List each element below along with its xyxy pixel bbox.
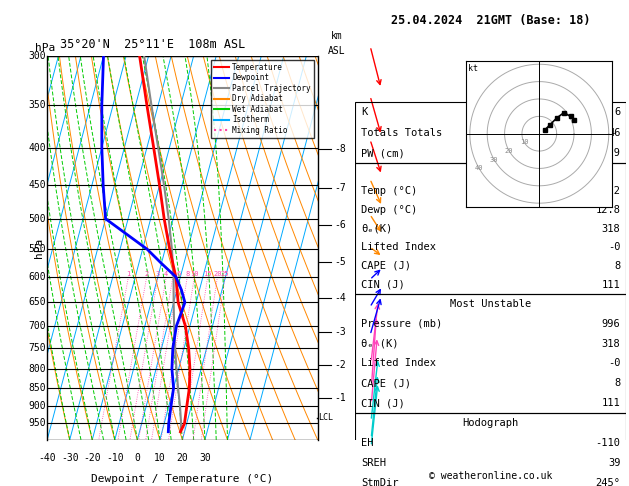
Text: -5: -5 (335, 257, 347, 267)
Text: 39: 39 (608, 458, 620, 468)
Text: LCL: LCL (318, 413, 333, 422)
Bar (355, 413, 626, 486)
Text: -6: -6 (335, 220, 347, 230)
Text: 18.2: 18.2 (596, 186, 620, 196)
Text: -0: -0 (608, 358, 620, 368)
Bar (355, 294, 626, 413)
Legend: Temperature, Dewpoint, Parcel Trajectory, Dry Adiabat, Wet Adiabat, Isotherm, Mi: Temperature, Dewpoint, Parcel Trajectory… (211, 60, 314, 138)
Text: Surface: Surface (469, 168, 513, 178)
Text: Most Unstable: Most Unstable (450, 299, 532, 309)
Text: hPa: hPa (35, 238, 44, 258)
Text: © weatheronline.co.uk: © weatheronline.co.uk (429, 471, 552, 481)
Text: 4: 4 (164, 271, 169, 277)
Text: 700: 700 (28, 321, 46, 331)
Text: km: km (331, 31, 342, 40)
Text: 3: 3 (156, 271, 160, 277)
Text: 1: 1 (126, 271, 131, 277)
Text: 35°20'N  25°11'E  108m ASL: 35°20'N 25°11'E 108m ASL (60, 38, 245, 51)
Text: CIN (J): CIN (J) (361, 398, 404, 408)
Text: Lifted Index: Lifted Index (361, 243, 436, 252)
Bar (355, 163, 626, 294)
Text: -1: -1 (335, 393, 347, 403)
Text: Totals Totals: Totals Totals (361, 128, 442, 138)
Text: hPa: hPa (35, 43, 55, 53)
Text: 25: 25 (221, 271, 230, 277)
Text: 6: 6 (176, 271, 181, 277)
Text: 5: 5 (170, 271, 175, 277)
Text: 850: 850 (28, 383, 46, 393)
Text: 20: 20 (213, 271, 221, 277)
Text: 30: 30 (490, 157, 498, 163)
Text: 25.04.2024  21GMT (Base: 18): 25.04.2024 21GMT (Base: 18) (391, 14, 591, 27)
Text: 350: 350 (28, 100, 46, 110)
Text: 20: 20 (505, 148, 513, 154)
Text: Hodograph: Hodograph (462, 418, 519, 428)
Text: Temp (°C): Temp (°C) (361, 186, 417, 196)
Text: EH: EH (361, 438, 373, 448)
Text: 1.39: 1.39 (596, 148, 620, 158)
Text: 40: 40 (475, 165, 484, 172)
Text: 300: 300 (28, 51, 46, 61)
Bar (355, 102, 626, 163)
Text: -40: -40 (38, 453, 56, 463)
Text: K: K (361, 107, 367, 117)
Text: -2: -2 (335, 361, 347, 370)
Text: Dewp (°C): Dewp (°C) (361, 205, 417, 215)
Text: CIN (J): CIN (J) (361, 279, 404, 290)
Text: 996: 996 (602, 319, 620, 329)
Text: 750: 750 (28, 343, 46, 353)
Text: 650: 650 (28, 297, 46, 308)
Text: 2: 2 (145, 271, 149, 277)
Text: -110: -110 (596, 438, 620, 448)
Text: Lifted Index: Lifted Index (361, 358, 436, 368)
Text: 6: 6 (614, 107, 620, 117)
Text: 550: 550 (28, 244, 46, 254)
Text: 15: 15 (203, 271, 212, 277)
Text: 111: 111 (602, 398, 620, 408)
Text: 12.8: 12.8 (596, 205, 620, 215)
Text: 10: 10 (520, 139, 528, 145)
Text: 600: 600 (28, 272, 46, 282)
Text: -10: -10 (106, 453, 124, 463)
Text: -20: -20 (84, 453, 101, 463)
Text: 800: 800 (28, 364, 46, 374)
Text: -7: -7 (335, 183, 347, 193)
Text: θₑ (K): θₑ (K) (361, 339, 398, 348)
Text: -4: -4 (335, 293, 347, 302)
Text: 500: 500 (28, 214, 46, 224)
Text: -8: -8 (335, 144, 347, 154)
Text: kt: kt (468, 64, 478, 73)
Text: PW (cm): PW (cm) (361, 148, 404, 158)
Text: CAPE (J): CAPE (J) (361, 261, 411, 271)
Text: 245°: 245° (596, 478, 620, 486)
Text: -3: -3 (335, 327, 347, 337)
Text: StmDir: StmDir (361, 478, 398, 486)
Text: ASL: ASL (328, 46, 345, 56)
Text: -30: -30 (61, 453, 79, 463)
Text: 318: 318 (602, 224, 620, 234)
Text: 450: 450 (28, 180, 46, 190)
Text: Dewpoint / Temperature (°C): Dewpoint / Temperature (°C) (91, 474, 274, 485)
Text: SREH: SREH (361, 458, 386, 468)
Text: 111: 111 (602, 279, 620, 290)
Text: Pressure (mb): Pressure (mb) (361, 319, 442, 329)
Text: 46: 46 (608, 128, 620, 138)
Text: 318: 318 (602, 339, 620, 348)
Text: -0: -0 (608, 243, 620, 252)
Text: 8: 8 (614, 261, 620, 271)
Text: 30: 30 (199, 453, 211, 463)
Text: 950: 950 (28, 418, 46, 429)
Text: 0: 0 (135, 453, 140, 463)
Text: CAPE (J): CAPE (J) (361, 378, 411, 388)
Text: 10: 10 (154, 453, 166, 463)
Text: 8: 8 (614, 378, 620, 388)
Text: 8: 8 (185, 271, 189, 277)
Text: 10: 10 (190, 271, 199, 277)
Text: 20: 20 (177, 453, 188, 463)
Text: 400: 400 (28, 142, 46, 153)
Text: 900: 900 (28, 401, 46, 411)
Text: θₑ(K): θₑ(K) (361, 224, 392, 234)
